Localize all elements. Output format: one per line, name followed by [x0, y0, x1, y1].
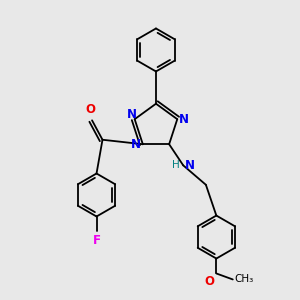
Text: H: H	[172, 160, 180, 170]
Text: N: N	[185, 159, 195, 172]
Text: O: O	[85, 103, 96, 116]
Text: N: N	[179, 113, 189, 126]
Text: N: N	[126, 108, 136, 121]
Text: N: N	[131, 138, 141, 151]
Text: F: F	[92, 234, 101, 248]
Text: O: O	[205, 275, 215, 288]
Text: CH₃: CH₃	[234, 274, 254, 284]
